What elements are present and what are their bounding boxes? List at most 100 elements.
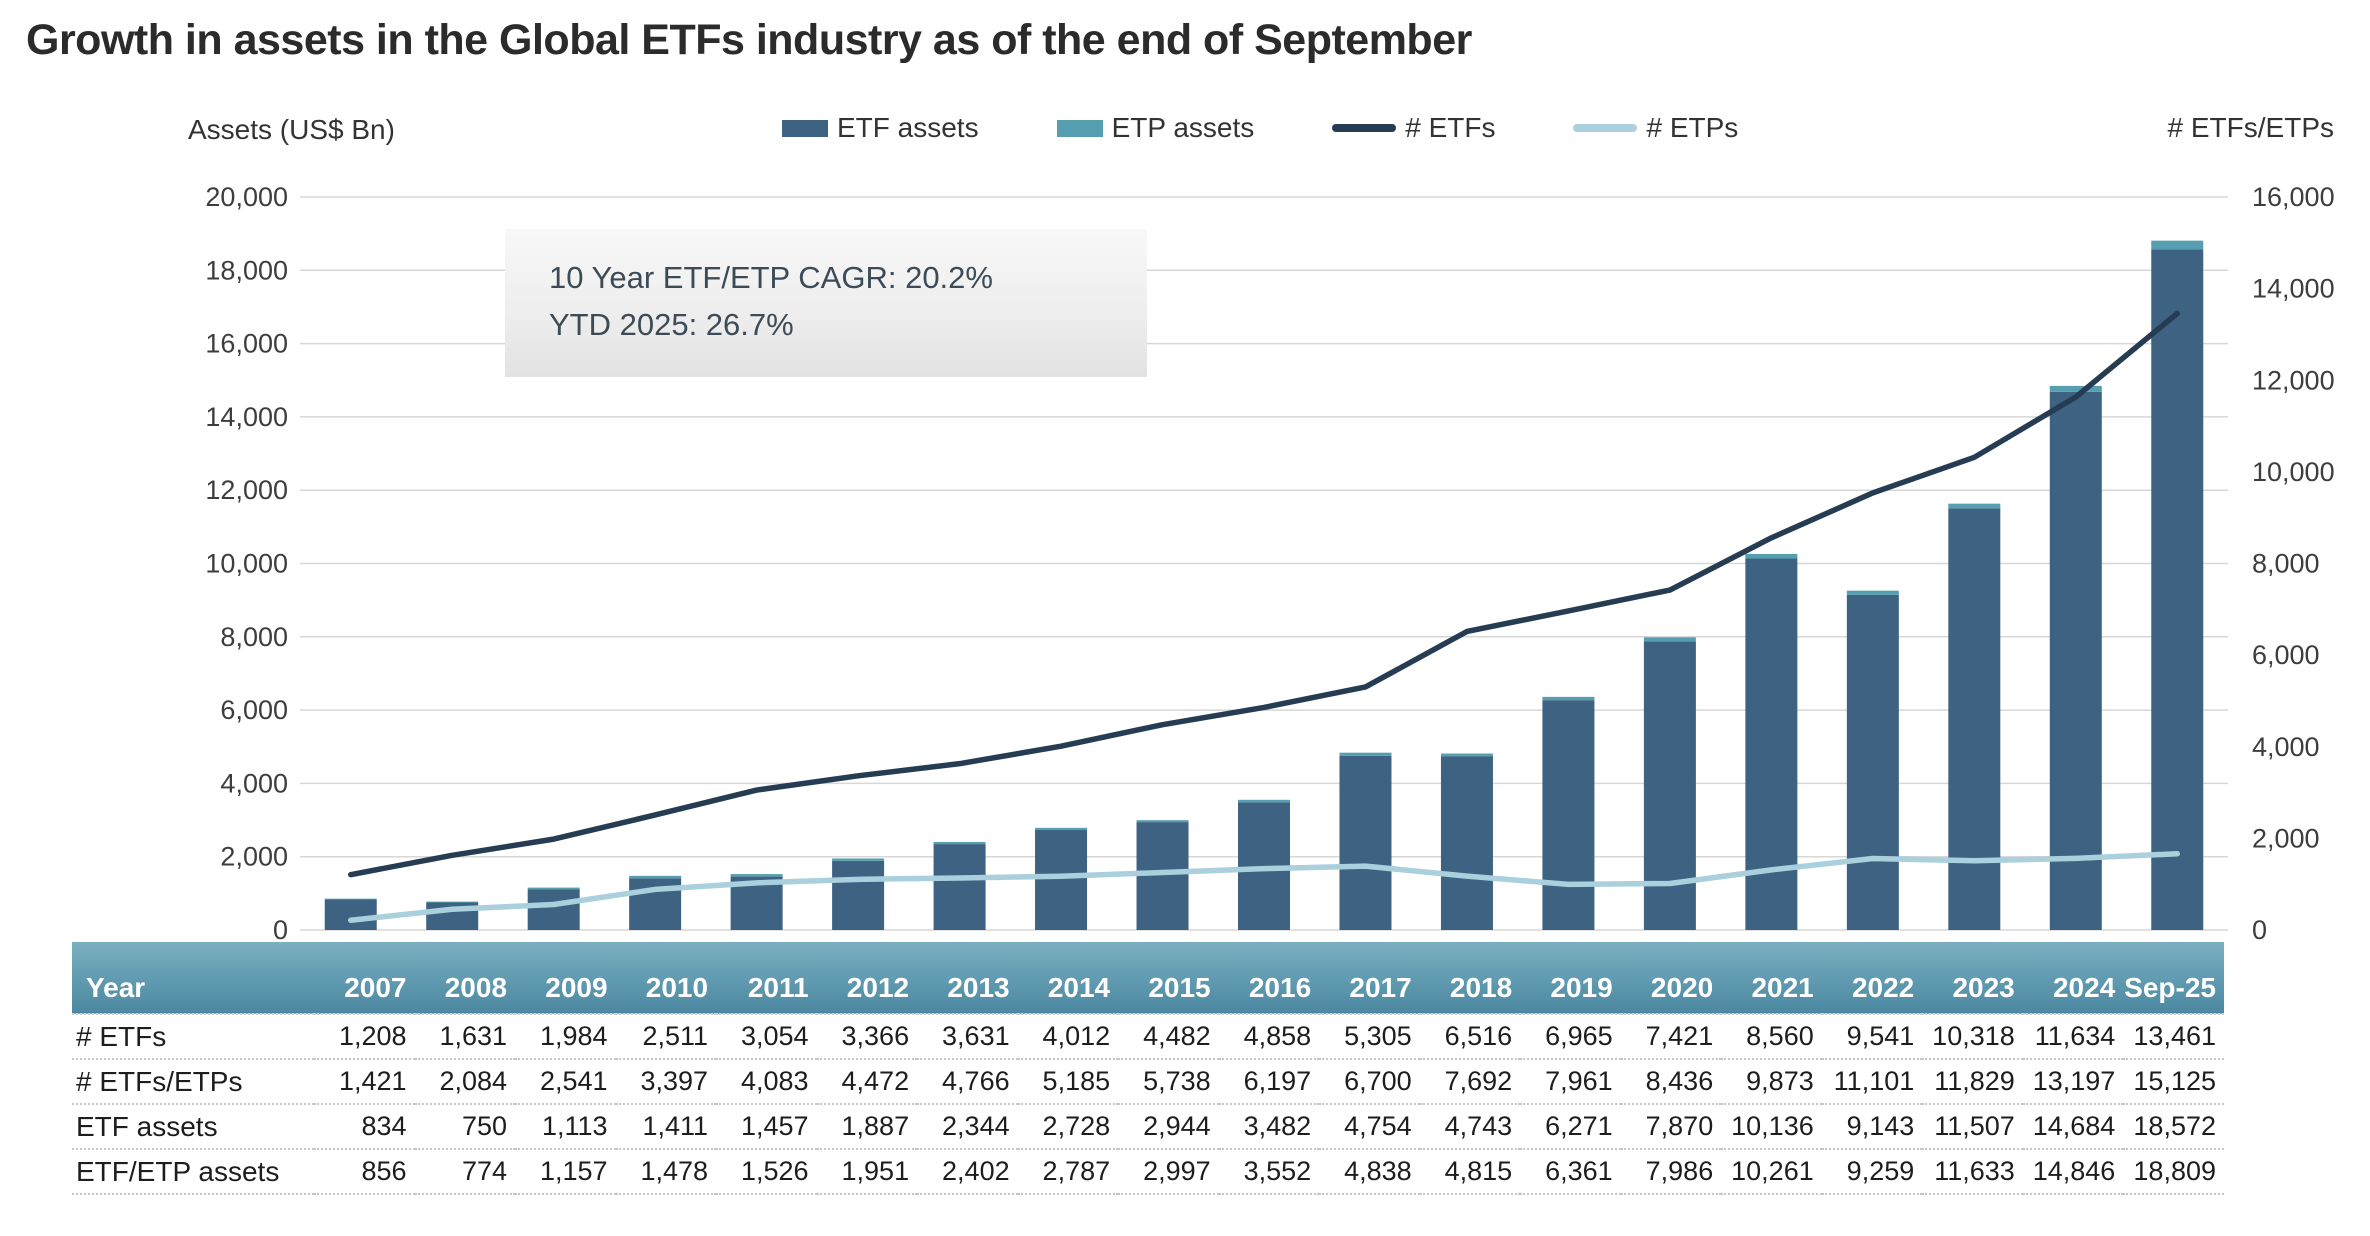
left-axis-tick-label: 14,000 [205,402,288,432]
table-cell: 7,421 [1620,1014,1722,1060]
table-cell: 7,986 [1620,1149,1722,1195]
table-cell: 9,259 [1821,1149,1923,1195]
num-etps-line-swatch-icon [1573,124,1638,132]
left-axis-tick-label: 18,000 [205,255,288,285]
bar-etp-assets [1339,752,1392,756]
table-cell: 750 [414,1104,516,1150]
etf-assets-swatch-icon [782,119,828,137]
year-column-header: 2011 [716,942,817,1015]
table-cell: 1,984 [515,1014,616,1060]
table-cell: 13,461 [2123,1014,2224,1060]
bar-etp-assets [933,841,986,845]
bar-etp-assets [1440,753,1493,757]
data-table: Year 2007 2008 2009 2010 2011 2012 2013 2014 2015… [72,942,2224,1195]
left-axis-tick-label: 20,000 [205,182,288,212]
table-cell: 3,054 [716,1014,817,1060]
bar-etp-assets [629,875,682,879]
legend-label: ETF assets [837,112,979,143]
table-cell: 5,185 [1017,1059,1119,1105]
year-column-header: 2007 [314,942,415,1015]
table-cell: 11,507 [1922,1104,2023,1150]
year-column-header: 2013 [917,942,1018,1015]
year-column-header: Sep-25 [2123,942,2224,1015]
bar-etp-assets [832,858,885,861]
bar-etp-assets [527,887,580,890]
bar-etf-assets [832,860,885,930]
bar-etf-assets [933,844,986,930]
bar-etf-assets [1948,508,2001,930]
table-cell: 3,397 [615,1059,717,1105]
year-column-header: 2010 [615,942,717,1015]
year-column-header: 2015 [1118,942,1219,1015]
row-label: # ETFs [72,1014,314,1060]
bar-etp-assets [1745,553,1798,559]
table-cell: 4,766 [917,1059,1018,1105]
left-axis-tick-label: 8,000 [220,622,288,652]
table-cell: 1,113 [515,1104,616,1150]
table-row: ETF assets 834 750 1,113 1,411 1,457 1,887 2,34… [72,1104,2224,1150]
bar-etf-assets [324,899,377,930]
legend-item-num-etps: # ETPs [1573,112,1738,144]
bar-etp-assets [1035,827,1088,831]
bar-etf-assets [1440,756,1493,930]
bar-etf-assets [1035,830,1088,930]
table-cell: 14,684 [2022,1104,2124,1150]
year-column-header: 2008 [414,942,516,1015]
page-title: Growth in assets in the Global ETFs indu… [26,16,1472,64]
table-cell: 1,526 [716,1149,817,1195]
table-cell: 18,572 [2123,1104,2224,1150]
table-cell: 6,700 [1319,1059,1420,1105]
right-axis-title: # ETFs/ETPs [2167,112,2334,143]
legend-label: # ETPs [1646,112,1739,143]
bar-etp-assets [1542,696,1595,701]
right-axis-tick-label: 0 [2252,915,2267,945]
bar-etp-assets [2151,240,2204,250]
table-cell: 13,197 [2022,1059,2124,1105]
table-cell: 4,472 [816,1059,918,1105]
chart-legend: ETF assets ETP assets # ETFs # ETPs [782,112,1738,144]
year-column-header: 2021 [1721,942,1822,1015]
table-cell: 1,631 [414,1014,516,1060]
table-cell: 7,692 [1419,1059,1521,1105]
annotation-line-2: YTD 2025: 26.7% [549,307,794,343]
table-cell: 834 [314,1104,415,1150]
year-column-header: 2018 [1419,942,1521,1015]
table-row: # ETFs 1,208 1,631 1,984 2,511 3,054 3,366 3,63… [72,1014,2224,1060]
bar-etf-assets [1136,822,1189,930]
annotation-line-1: 10 Year ETF/ETP CAGR: 20.2% [549,260,993,295]
bar-etp-assets [1238,799,1290,803]
table-cell: 11,829 [1922,1059,2023,1105]
etp-assets-swatch-icon [1056,119,1103,137]
year-column-header: 2020 [1620,942,1722,1015]
legend-label: # ETFs [1405,112,1496,143]
left-axis-tick-label: 2,000 [220,842,288,872]
bar-etf-assets [2151,249,2204,931]
bar-etp-assets [730,874,783,877]
table-cell: 9,873 [1721,1059,1822,1105]
table-cell: 2,402 [917,1149,1018,1195]
table-cell: 10,261 [1721,1149,1822,1195]
bar-etp-assets [1948,503,2001,509]
table-cell: 2,084 [414,1059,516,1105]
row-label: ETF/ETP assets [72,1149,314,1195]
year-column-header: 2022 [1821,942,1923,1015]
legend-label: ETP assets [1111,112,1255,143]
table-cell: 4,743 [1419,1104,1521,1150]
left-axis-tick-label: 0 [273,915,288,945]
table-cell: 1,457 [716,1104,817,1150]
table-cell: 3,552 [1218,1149,1320,1195]
table-cell: 856 [314,1149,415,1195]
legend-item-etp-assets: ETP assets [1056,112,1255,144]
table-cell: 2,728 [1017,1104,1119,1150]
legend-item-etf-assets: ETF assets [782,112,979,144]
row-label: # ETFs/ETPs [72,1059,314,1105]
table-cell: 11,101 [1821,1059,1923,1105]
table-cell: 2,944 [1118,1104,1219,1150]
table-cell: 7,961 [1520,1059,1621,1105]
table-row: ETF/ETP assets 856 774 1,157 1,478 1,526 1,951… [72,1149,2224,1195]
bar-etp-assets [426,901,479,903]
table-cell: 6,965 [1520,1014,1621,1060]
table-cell: 774 [414,1149,516,1195]
table-cell: 10,318 [1922,1014,2023,1060]
table-cell: 15,125 [2123,1059,2224,1105]
